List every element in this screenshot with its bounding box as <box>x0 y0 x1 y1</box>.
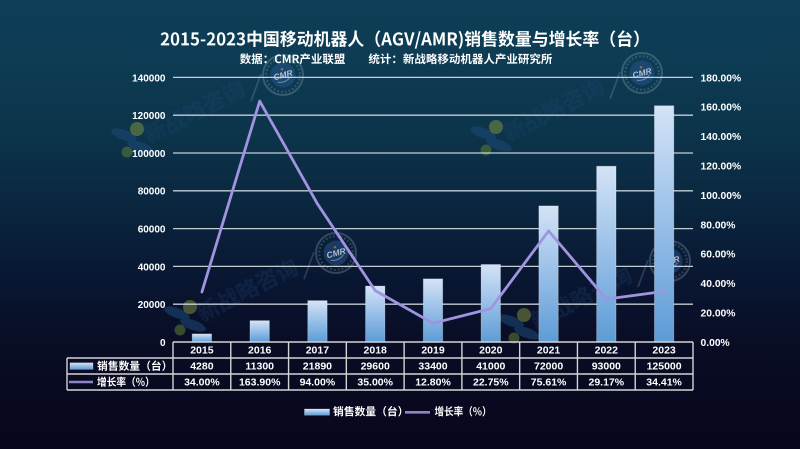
svg-text:35.00%: 35.00% <box>357 377 393 389</box>
svg-text:100000: 100000 <box>132 149 166 160</box>
svg-text:140.00%: 140.00% <box>701 132 742 143</box>
svg-text:100.00%: 100.00% <box>701 191 742 202</box>
svg-text:20.00%: 20.00% <box>701 309 736 320</box>
svg-text:94.00%: 94.00% <box>300 377 336 389</box>
svg-text:11300: 11300 <box>245 361 274 373</box>
svg-text:40.00%: 40.00% <box>701 279 736 290</box>
svg-text:120.00%: 120.00% <box>701 162 742 173</box>
svg-text:2021: 2021 <box>537 345 561 357</box>
svg-text:40000: 40000 <box>138 262 166 273</box>
svg-text:22.75%: 22.75% <box>473 377 509 389</box>
svg-text:0.00%: 0.00% <box>701 338 730 349</box>
svg-text:2015: 2015 <box>190 345 214 357</box>
svg-text:2020: 2020 <box>479 345 503 357</box>
svg-text:2016: 2016 <box>248 345 272 357</box>
svg-text:21890: 21890 <box>303 361 332 373</box>
svg-text:29.17%: 29.17% <box>588 377 624 389</box>
svg-text:163.90%: 163.90% <box>239 377 281 389</box>
svg-text:125000: 125000 <box>647 361 682 373</box>
svg-text:93000: 93000 <box>592 361 621 373</box>
svg-text:2023: 2023 <box>652 345 676 357</box>
svg-text:34.41%: 34.41% <box>646 377 682 389</box>
svg-text:140000: 140000 <box>132 73 166 84</box>
svg-text:2022: 2022 <box>595 345 619 357</box>
svg-text:29600: 29600 <box>361 361 390 373</box>
svg-text:180.00%: 180.00% <box>701 73 742 84</box>
svg-text:0: 0 <box>160 338 166 349</box>
svg-text:2018: 2018 <box>364 345 388 357</box>
svg-text:120000: 120000 <box>132 111 166 122</box>
svg-text:33400: 33400 <box>418 361 447 373</box>
svg-text:41000: 41000 <box>476 361 505 373</box>
svg-text:12.80%: 12.80% <box>415 377 451 389</box>
svg-text:60000: 60000 <box>138 225 166 236</box>
svg-text:60.00%: 60.00% <box>701 250 736 261</box>
svg-text:72000: 72000 <box>534 361 563 373</box>
svg-text:80.00%: 80.00% <box>701 220 736 231</box>
svg-text:160.00%: 160.00% <box>701 103 742 114</box>
svg-text:4280: 4280 <box>190 361 214 373</box>
svg-text:34.00%: 34.00% <box>184 377 220 389</box>
svg-text:75.61%: 75.61% <box>531 377 567 389</box>
svg-text:20000: 20000 <box>138 300 166 311</box>
svg-text:80000: 80000 <box>138 187 166 198</box>
svg-text:2017: 2017 <box>306 345 330 357</box>
svg-text:2019: 2019 <box>421 345 445 357</box>
